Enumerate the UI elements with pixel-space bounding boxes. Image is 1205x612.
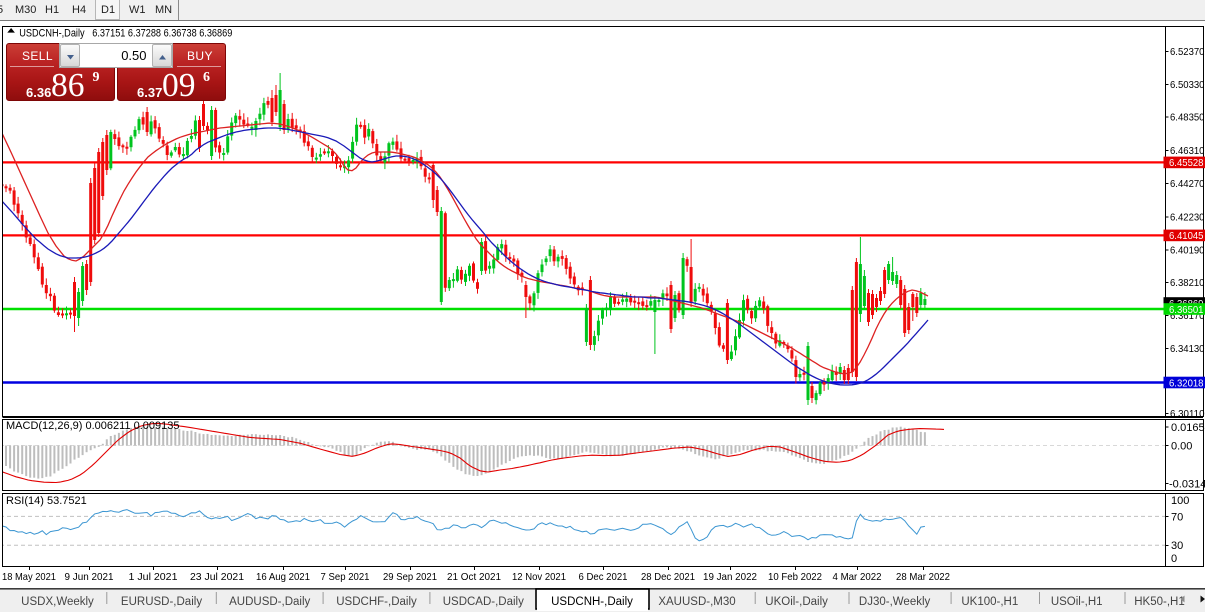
svg-text:6.34130: 6.34130 xyxy=(1170,343,1205,355)
svg-text:AUDUSD-,Daily: AUDUSD-,Daily xyxy=(229,596,310,608)
svg-text:0: 0 xyxy=(1171,553,1177,565)
svg-text:29 Sep 2021: 29 Sep 2021 xyxy=(383,571,437,583)
svg-text:UKOil-,Daily: UKOil-,Daily xyxy=(765,596,828,608)
svg-text:USDCNH-,Daily: USDCNH-,Daily xyxy=(19,28,85,40)
svg-text:1 Jul 2021: 1 Jul 2021 xyxy=(129,571,178,583)
svg-text:6.50330: 6.50330 xyxy=(1170,79,1205,91)
svg-text:6.52370: 6.52370 xyxy=(1170,46,1205,58)
svg-text:30: 30 xyxy=(1171,540,1183,552)
svg-text:23 Jul 2021: 23 Jul 2021 xyxy=(190,571,244,583)
svg-text:4 Mar 2022: 4 Mar 2022 xyxy=(833,571,882,583)
svg-text:RSI(14) 53.7521: RSI(14) 53.7521 xyxy=(6,495,87,507)
svg-text:10 Feb 2022: 10 Feb 2022 xyxy=(768,571,822,583)
svg-text:EURUSD-,Daily: EURUSD-,Daily xyxy=(121,596,202,608)
svg-text:6.44270: 6.44270 xyxy=(1170,178,1205,190)
svg-text:USDX,Weekly: USDX,Weekly xyxy=(21,596,94,608)
svg-text:12 Nov 2021: 12 Nov 2021 xyxy=(512,571,566,583)
svg-text:UK100-,H1: UK100-,H1 xyxy=(961,596,1018,608)
svg-text:9 Jun 2021: 9 Jun 2021 xyxy=(65,571,114,583)
svg-text:6.42230: 6.42230 xyxy=(1170,211,1205,223)
svg-text:28 Dec 2021: 28 Dec 2021 xyxy=(641,571,695,583)
svg-text:0.016586: 0.016586 xyxy=(1171,422,1205,434)
svg-text:USOil-,H1: USOil-,H1 xyxy=(1051,596,1103,608)
svg-text:6.37151 6.37288 6.36738 6.3686: 6.37151 6.37288 6.36738 6.36869 xyxy=(92,28,232,40)
svg-text:0.00: 0.00 xyxy=(1171,440,1192,452)
svg-text:6.38210: 6.38210 xyxy=(1170,277,1205,289)
svg-text:100: 100 xyxy=(1171,495,1189,507)
svg-text:6.45528: 6.45528 xyxy=(1169,157,1204,169)
svg-text:6.30110: 6.30110 xyxy=(1170,408,1205,420)
svg-text:6.32018: 6.32018 xyxy=(1169,377,1204,389)
svg-text:6.41045: 6.41045 xyxy=(1169,230,1204,242)
svg-text:18 May 2021: 18 May 2021 xyxy=(2,571,56,583)
svg-text:6.46310: 6.46310 xyxy=(1170,145,1205,157)
svg-text:6 Dec 2021: 6 Dec 2021 xyxy=(579,571,628,583)
svg-text:6.40190: 6.40190 xyxy=(1170,244,1205,256)
svg-text:USDCHF-,Daily: USDCHF-,Daily xyxy=(336,596,417,608)
svg-text:USDCAD-,Daily: USDCAD-,Daily xyxy=(443,596,524,608)
svg-text:16 Aug 2021: 16 Aug 2021 xyxy=(256,571,310,583)
svg-text:28 Mar 2022: 28 Mar 2022 xyxy=(896,571,950,583)
svg-text:19 Jan 2022: 19 Jan 2022 xyxy=(703,571,757,583)
svg-text:USDCNH-,Daily: USDCNH-,Daily xyxy=(551,596,633,608)
svg-text:6.48350: 6.48350 xyxy=(1170,111,1205,123)
svg-text:6.36501: 6.36501 xyxy=(1169,304,1204,316)
svg-text:MACD(12,26,9) 0.006211 0.00913: MACD(12,26,9) 0.006211 0.009135 xyxy=(6,420,179,432)
svg-text:DJ30-,Weekly: DJ30-,Weekly xyxy=(859,596,931,608)
svg-text:70: 70 xyxy=(1171,511,1183,523)
svg-text:7 Sep 2021: 7 Sep 2021 xyxy=(321,571,370,583)
svg-text:21 Oct 2021: 21 Oct 2021 xyxy=(447,571,501,583)
svg-text:-0.03142: -0.03142 xyxy=(1169,479,1205,491)
svg-text:XAUUSD-,M30: XAUUSD-,M30 xyxy=(658,596,735,608)
svg-text:HK50-,H1: HK50-,H1 xyxy=(1134,596,1185,608)
